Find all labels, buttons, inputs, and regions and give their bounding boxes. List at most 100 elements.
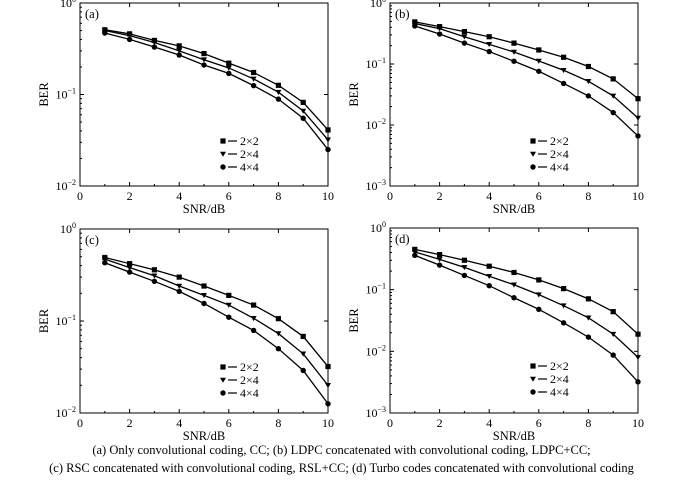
x-tick-label: 10 bbox=[632, 416, 644, 430]
data-point bbox=[226, 70, 232, 77]
data-point bbox=[585, 63, 591, 70]
panel-label: (b) bbox=[395, 7, 410, 21]
data-point bbox=[635, 379, 641, 385]
data-point bbox=[201, 283, 207, 289]
data-point bbox=[635, 133, 641, 139]
data-point bbox=[585, 315, 592, 321]
series-4×4 bbox=[412, 252, 641, 385]
x-tick-label: 8 bbox=[585, 189, 591, 203]
data-point bbox=[325, 363, 331, 370]
data-point bbox=[300, 99, 306, 105]
data-point bbox=[486, 34, 492, 40]
y-tick-label: 10−2 bbox=[55, 405, 76, 420]
data-point bbox=[610, 309, 616, 315]
caption-line-1: (a) Only convolutional coding, CC; (b) L… bbox=[92, 443, 591, 457]
x-tick-label: 6 bbox=[536, 189, 542, 203]
data-point bbox=[102, 260, 108, 266]
x-tick-label: 4 bbox=[176, 416, 182, 430]
data-point bbox=[225, 65, 232, 71]
y-tick-label: 10−3 bbox=[365, 178, 386, 193]
data-point bbox=[561, 286, 567, 292]
legend-label: 4×4 bbox=[550, 160, 569, 174]
data-point bbox=[201, 50, 207, 57]
x-tick-label: 4 bbox=[486, 416, 492, 430]
data-point bbox=[536, 306, 542, 313]
data-point bbox=[411, 249, 418, 255]
data-point bbox=[275, 345, 282, 352]
data-point bbox=[436, 26, 443, 32]
panel-label: (a) bbox=[85, 7, 99, 21]
data-point bbox=[610, 352, 616, 358]
data-point bbox=[635, 96, 641, 102]
legend-label: 4×4 bbox=[240, 386, 259, 400]
x-tick-label: 10 bbox=[322, 416, 334, 430]
legend-label: 2×4 bbox=[550, 372, 569, 386]
legend-marker bbox=[220, 138, 226, 144]
data-point bbox=[151, 44, 158, 50]
data-point bbox=[511, 295, 517, 301]
x-axis-label: SNR/dB bbox=[493, 429, 535, 440]
data-point bbox=[461, 272, 468, 279]
data-point bbox=[535, 58, 542, 64]
legend-marker bbox=[220, 151, 226, 157]
y-tick-label: 100 bbox=[60, 0, 76, 10]
y-tick-label: 10−2 bbox=[55, 178, 76, 193]
x-tick-label: 0 bbox=[387, 416, 393, 430]
data-point bbox=[275, 96, 282, 102]
data-point bbox=[437, 252, 443, 258]
data-point bbox=[511, 40, 517, 46]
data-point bbox=[635, 115, 641, 121]
x-tick-label: 0 bbox=[387, 189, 393, 203]
data-point bbox=[226, 60, 232, 66]
data-point bbox=[275, 82, 281, 88]
x-tick-label: 4 bbox=[486, 189, 492, 203]
panel-a: 0 2 4 6 8 10 100 10−1 10−2 SNR/dB BER (a) 2×22×44×4 bbox=[37, 0, 334, 216]
x-tick-label: 2 bbox=[127, 416, 133, 430]
data-point bbox=[151, 273, 158, 279]
legend-entry: 2×2 bbox=[220, 360, 259, 374]
data-point bbox=[151, 267, 157, 273]
y-tick-label: 100 bbox=[60, 221, 76, 236]
data-point bbox=[461, 28, 467, 35]
data-point bbox=[325, 137, 331, 143]
legend-marker bbox=[530, 363, 536, 369]
y-axis-label: BER bbox=[37, 82, 51, 107]
data-point bbox=[511, 269, 517, 276]
legend-label: 2×2 bbox=[240, 360, 259, 374]
data-point bbox=[610, 109, 616, 116]
series-2×2 bbox=[102, 27, 331, 133]
series-2×2 bbox=[102, 254, 331, 370]
series-2×4 bbox=[411, 249, 641, 361]
legend-entry: 2×2 bbox=[530, 134, 569, 148]
data-point bbox=[127, 261, 133, 267]
data-point bbox=[461, 257, 467, 263]
series-line bbox=[104, 29, 329, 131]
data-point bbox=[536, 68, 542, 74]
data-point bbox=[250, 327, 257, 334]
legend-marker bbox=[220, 377, 226, 383]
x-tick-label: 4 bbox=[176, 189, 182, 203]
series-line bbox=[104, 256, 329, 367]
legend-entry: 2×2 bbox=[530, 359, 569, 373]
x-tick-label: 2 bbox=[437, 416, 443, 430]
data-point bbox=[251, 69, 257, 76]
panel-label: (d) bbox=[395, 232, 410, 246]
data-point bbox=[201, 62, 207, 68]
y-tick-label: 100 bbox=[370, 220, 386, 235]
data-point bbox=[560, 303, 567, 309]
legend-entry: 4×4 bbox=[530, 160, 569, 174]
legend-label: 4×4 bbox=[240, 160, 259, 174]
legend-entry: 2×4 bbox=[530, 372, 569, 386]
data-point bbox=[461, 40, 468, 46]
series-line bbox=[104, 262, 329, 405]
legend-label: 2×4 bbox=[240, 147, 259, 161]
data-point bbox=[250, 315, 257, 322]
data-point bbox=[250, 76, 257, 82]
data-point bbox=[176, 288, 182, 295]
legend-marker bbox=[220, 364, 226, 370]
data-point bbox=[561, 54, 567, 60]
x-tick-label: 8 bbox=[275, 189, 281, 203]
data-point bbox=[126, 269, 133, 275]
legend-label: 2×2 bbox=[550, 359, 569, 373]
y-axis-label: BER bbox=[347, 82, 361, 107]
